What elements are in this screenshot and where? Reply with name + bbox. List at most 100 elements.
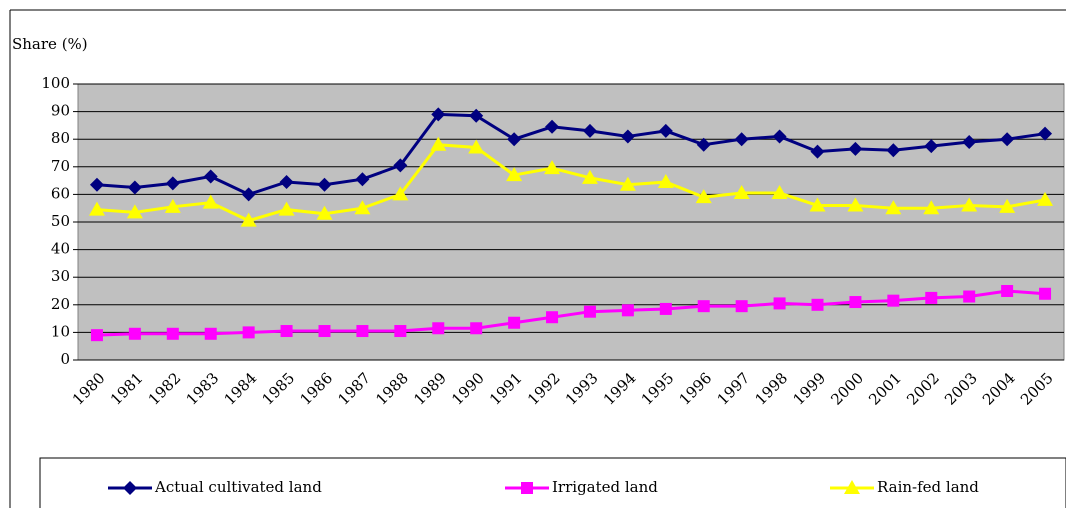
y-tick-label: 70 (51, 157, 70, 175)
data-point (848, 141, 863, 156)
data-point (963, 290, 976, 303)
data-point (356, 325, 369, 338)
legend-label: Actual cultivated land (154, 478, 322, 496)
data-point (582, 123, 597, 138)
data-point (241, 187, 256, 202)
y-tick-label: 0 (60, 350, 70, 368)
data-point (733, 185, 750, 200)
x-tick-label: 1995 (638, 369, 678, 409)
series-line (96, 289, 1046, 337)
data-point (659, 302, 672, 315)
data-point (278, 201, 295, 216)
x-tick-label: 2000 (827, 369, 867, 409)
y-tick-label: 30 (51, 267, 70, 285)
data-point (204, 327, 217, 340)
y-tick-label: 90 (51, 102, 70, 120)
x-tick-label: 1998 (752, 369, 792, 409)
data-point (470, 322, 483, 335)
data-point (89, 177, 104, 192)
data-point (544, 160, 561, 175)
x-tick-label: 1988 (372, 369, 412, 409)
legend-marker (123, 481, 137, 495)
data-point (166, 327, 179, 340)
y-axis-label: Share (%) (12, 35, 88, 53)
series-line (96, 143, 1046, 223)
x-tick-label: 2001 (865, 369, 905, 409)
data-point (469, 108, 484, 123)
data-point (886, 143, 901, 158)
data-point (695, 189, 712, 204)
data-point (1000, 132, 1015, 147)
x-tick-label: 2004 (979, 369, 1019, 409)
y-tick-label: 50 (51, 212, 70, 230)
data-point (432, 322, 445, 335)
y-tick-label: 80 (51, 129, 70, 147)
data-point (771, 185, 788, 200)
data-point (772, 129, 787, 144)
x-tick-label: 1990 (448, 369, 488, 409)
data-point (128, 327, 141, 340)
data-point (392, 186, 409, 201)
x-tick-label: 1991 (486, 369, 526, 409)
data-point (885, 200, 902, 215)
x-tick-label: 2002 (903, 369, 943, 409)
data-point (88, 201, 105, 216)
data-point (735, 300, 748, 313)
x-tick-label: 1986 (296, 369, 336, 409)
data-point (581, 169, 598, 184)
data-point (431, 107, 446, 122)
y-tick-label: 10 (51, 322, 70, 340)
data-point (658, 123, 673, 138)
x-tick-label: 1984 (221, 369, 261, 409)
data-point (657, 173, 674, 188)
data-point (393, 158, 408, 173)
legend-marker (844, 480, 860, 494)
data-point (1037, 191, 1054, 206)
legend-label: Rain-fed land (877, 478, 979, 496)
x-tick-label: 1997 (714, 369, 754, 409)
data-point (394, 325, 407, 338)
x-tick-label: 1987 (334, 369, 374, 409)
x-tick-label: 1981 (107, 369, 147, 409)
data-point (506, 167, 523, 182)
data-point (925, 291, 938, 304)
data-point (734, 132, 749, 147)
data-point (620, 129, 635, 144)
x-tick-label: 1982 (145, 369, 185, 409)
data-point (508, 316, 521, 329)
data-point (1039, 287, 1052, 300)
data-point (809, 197, 826, 212)
y-tick-label: 100 (41, 74, 70, 92)
data-point (924, 139, 939, 154)
data-point (810, 144, 825, 159)
data-point (847, 197, 864, 212)
legend-marker (521, 482, 533, 494)
x-tick-label: 1989 (410, 369, 450, 409)
data-point (773, 297, 786, 310)
y-tick-label: 20 (51, 295, 70, 313)
data-point (849, 296, 862, 309)
data-point (90, 329, 103, 342)
x-tick-label: 1993 (562, 369, 602, 409)
data-point (279, 174, 294, 189)
data-point (316, 205, 333, 220)
data-point (468, 139, 485, 154)
data-point (164, 198, 181, 213)
data-point (280, 325, 293, 338)
data-point (317, 177, 332, 192)
data-point (127, 180, 142, 195)
data-point (545, 119, 560, 134)
data-point (621, 304, 634, 317)
legend-label: Irrigated land (552, 478, 658, 496)
data-point (242, 326, 255, 339)
data-point (1001, 285, 1014, 297)
data-point (165, 176, 180, 191)
legend-box (39, 457, 1066, 508)
data-point (126, 204, 143, 219)
data-point (887, 294, 900, 307)
data-point (999, 198, 1016, 213)
data-point (355, 172, 370, 187)
data-point (697, 300, 710, 313)
data-point (923, 200, 940, 215)
